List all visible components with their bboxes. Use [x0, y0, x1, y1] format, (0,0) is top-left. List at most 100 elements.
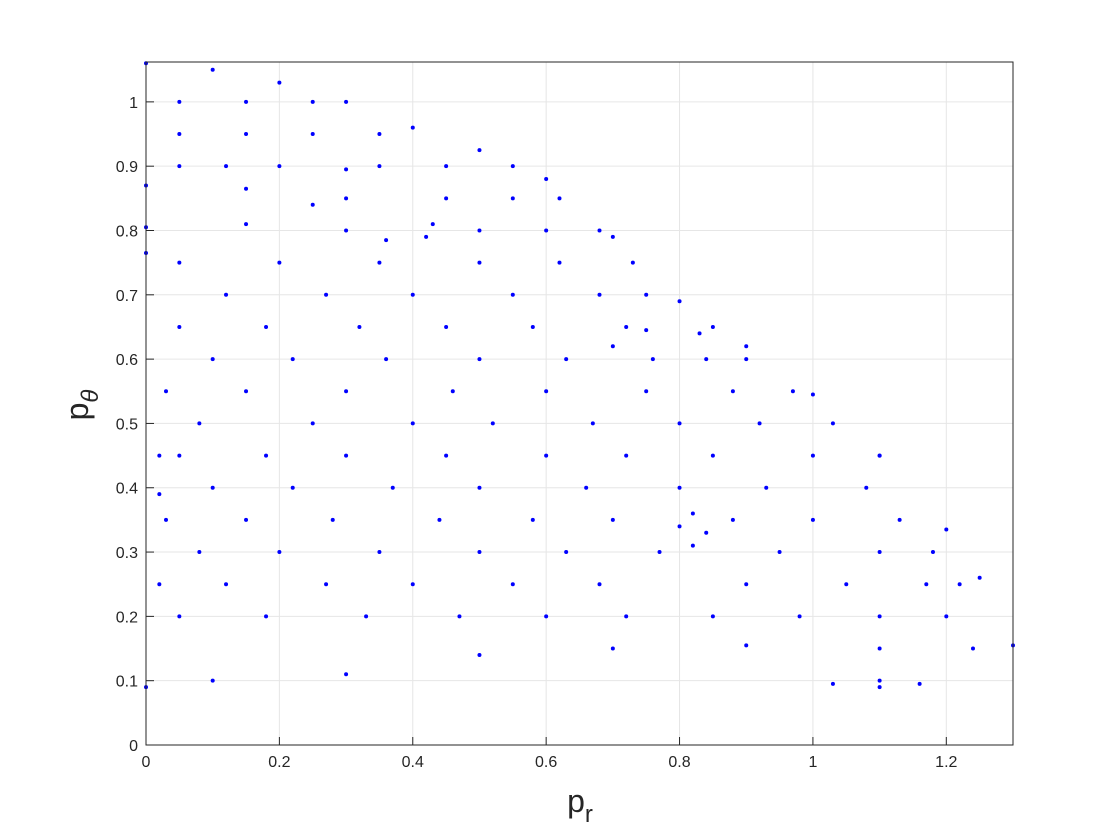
- point: [177, 453, 182, 458]
- point: [630, 260, 635, 265]
- point: [730, 517, 735, 522]
- point: [677, 485, 682, 490]
- point: [290, 357, 295, 362]
- y-axis-label: pθ: [59, 390, 104, 421]
- point: [877, 685, 882, 690]
- x-tick-label: 0: [142, 754, 151, 771]
- point: [710, 324, 715, 329]
- point: [530, 517, 535, 522]
- point: [344, 99, 349, 104]
- point: [610, 517, 615, 522]
- point: [177, 614, 182, 619]
- point: [344, 167, 349, 172]
- point: [210, 678, 215, 683]
- y-label-sub: θ: [77, 390, 104, 403]
- point: [444, 196, 449, 201]
- point: [224, 292, 229, 297]
- point: [277, 80, 282, 85]
- points: [144, 61, 1015, 690]
- point: [590, 421, 595, 426]
- point: [477, 485, 482, 490]
- point: [164, 389, 169, 394]
- point: [430, 222, 435, 227]
- point: [177, 324, 182, 329]
- point: [977, 575, 982, 580]
- point: [944, 527, 949, 532]
- point: [177, 260, 182, 265]
- point: [224, 582, 229, 587]
- point: [970, 646, 975, 651]
- point: [310, 421, 315, 426]
- point: [610, 234, 615, 239]
- y-tick-label: 0.8: [116, 223, 138, 240]
- point: [510, 582, 515, 587]
- point: [477, 260, 482, 265]
- point: [797, 614, 802, 619]
- point: [830, 681, 835, 686]
- point: [897, 517, 902, 522]
- point: [384, 238, 389, 243]
- point: [244, 186, 249, 191]
- y-tick-label: 0.2: [116, 609, 138, 626]
- point: [610, 344, 615, 349]
- ticks: 0 0.2 0.4 0.6 0.8 1 1.2 0 0.1 0.2 0.3 0.4 0.5 0.6 0.7 0…: [116, 95, 958, 771]
- x-tick-label: 0.8: [668, 754, 690, 771]
- point: [597, 582, 602, 587]
- y-tick-label: 1: [129, 95, 138, 112]
- point: [477, 652, 482, 657]
- point: [377, 132, 382, 137]
- point: [710, 614, 715, 619]
- point: [730, 389, 735, 394]
- point: [277, 260, 282, 265]
- point: [530, 324, 535, 329]
- point: [677, 421, 682, 426]
- point: [344, 453, 349, 458]
- point: [324, 292, 329, 297]
- point: [844, 582, 849, 587]
- point: [157, 453, 162, 458]
- point: [310, 99, 315, 104]
- point: [510, 292, 515, 297]
- point: [177, 164, 182, 169]
- x-tick-label: 1: [808, 754, 817, 771]
- x-tick-label: 0.4: [402, 754, 424, 771]
- point: [330, 517, 335, 522]
- point: [744, 643, 749, 648]
- point: [644, 292, 649, 297]
- x-axis-label: pr: [567, 783, 593, 828]
- point: [157, 492, 162, 497]
- point: [744, 582, 749, 587]
- axes-box: [145, 61, 1014, 746]
- point: [810, 392, 815, 397]
- y-label-base: p: [59, 403, 95, 421]
- point: [544, 614, 549, 619]
- point: [510, 196, 515, 201]
- point: [244, 132, 249, 137]
- point: [264, 614, 269, 619]
- point: [264, 324, 269, 329]
- point: [917, 681, 922, 686]
- point: [410, 125, 415, 130]
- point: [877, 678, 882, 683]
- y-tick-label: 0.3: [116, 545, 138, 562]
- point: [704, 530, 709, 535]
- x-tick-label: 0.6: [535, 754, 557, 771]
- point: [677, 299, 682, 304]
- point: [310, 202, 315, 207]
- point: [210, 357, 215, 362]
- point: [410, 582, 415, 587]
- point: [410, 421, 415, 426]
- point: [710, 453, 715, 458]
- point: [444, 453, 449, 458]
- point: [344, 389, 349, 394]
- point: [584, 485, 589, 490]
- point: [310, 132, 315, 137]
- point: [344, 672, 349, 677]
- point: [277, 550, 282, 555]
- point: [444, 324, 449, 329]
- point: [657, 550, 662, 555]
- point: [697, 331, 702, 336]
- point: [157, 582, 162, 587]
